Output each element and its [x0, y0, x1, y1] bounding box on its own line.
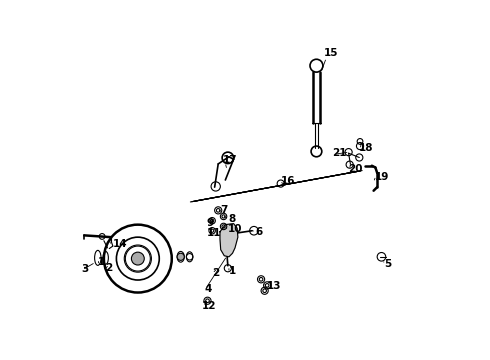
Text: 15: 15 [323, 48, 338, 58]
Text: 21: 21 [333, 148, 347, 158]
Text: 16: 16 [281, 176, 295, 186]
Text: 8: 8 [228, 213, 236, 224]
Text: 10: 10 [228, 224, 243, 234]
Circle shape [177, 253, 184, 260]
Text: 2: 2 [212, 268, 220, 278]
Text: 2: 2 [105, 262, 112, 273]
Text: 6: 6 [256, 227, 263, 237]
Text: 13: 13 [267, 282, 281, 292]
Text: 7: 7 [220, 205, 228, 215]
Polygon shape [220, 224, 238, 257]
Text: 18: 18 [359, 143, 374, 153]
Text: 14: 14 [113, 239, 127, 249]
Text: 4: 4 [205, 284, 212, 294]
Text: 19: 19 [374, 172, 389, 182]
Text: 3: 3 [81, 264, 89, 274]
Text: 17: 17 [223, 156, 238, 165]
Text: 1: 1 [229, 266, 236, 276]
Text: 20: 20 [348, 164, 363, 174]
Text: 9: 9 [207, 218, 214, 228]
Text: 11: 11 [206, 228, 221, 238]
Text: 12: 12 [202, 301, 217, 311]
Text: 1: 1 [98, 257, 105, 267]
Circle shape [131, 252, 144, 265]
Text: 5: 5 [384, 259, 392, 269]
